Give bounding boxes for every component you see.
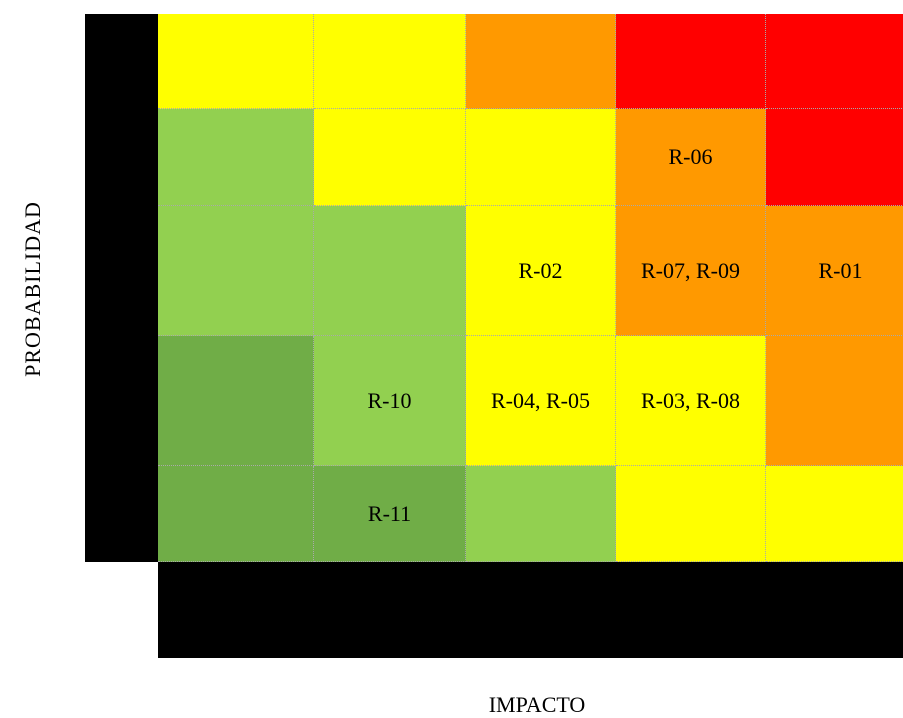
matrix-cell-r2-c2 <box>314 109 466 206</box>
risk-matrix-grid: R-06 R-02 R-07, R-09 R-01 R-10 R-04, R-0… <box>158 14 903 562</box>
matrix-cell-r2-c5 <box>766 109 903 206</box>
matrix-cell-r3-c3: R-02 <box>466 206 616 336</box>
matrix-cell-r2-c1 <box>158 109 314 206</box>
y-axis-label: PROBABILIDAD <box>20 201 45 377</box>
matrix-cell-r5-c4 <box>616 466 766 562</box>
x-axis-label: IMPACTO <box>488 692 586 717</box>
matrix-cell-r3-c1 <box>158 206 314 336</box>
matrix-cell-r4-c5 <box>766 336 903 466</box>
matrix-cell-r4-c2: R-10 <box>314 336 466 466</box>
matrix-cell-r3-c2 <box>314 206 466 336</box>
matrix-cell-r2-c3 <box>466 109 616 206</box>
matrix-cell-r1-c4 <box>616 14 766 109</box>
matrix-cell-r5-c3 <box>466 466 616 562</box>
matrix-cell-r3-c4: R-07, R-09 <box>616 206 766 336</box>
matrix-cell-r3-c5: R-01 <box>766 206 903 336</box>
matrix-cell-r4-c3: R-04, R-05 <box>466 336 616 466</box>
matrix-cell-r5-c1 <box>158 466 314 562</box>
matrix-cell-r4-c1 <box>158 336 314 466</box>
matrix-cell-r1-c2 <box>314 14 466 109</box>
probability-header-band-upper <box>85 14 158 336</box>
impact-header-band <box>158 562 903 658</box>
matrix-cell-r1-c3 <box>466 14 616 109</box>
matrix-cell-r5-c2: R-11 <box>314 466 466 562</box>
matrix-cell-r4-c4: R-03, R-08 <box>616 336 766 466</box>
matrix-cell-r1-c1 <box>158 14 314 109</box>
probability-header-band-lower <box>85 336 158 562</box>
matrix-cell-r2-c4: R-06 <box>616 109 766 206</box>
matrix-cell-r1-c5 <box>766 14 903 109</box>
matrix-cell-r5-c5 <box>766 466 903 562</box>
